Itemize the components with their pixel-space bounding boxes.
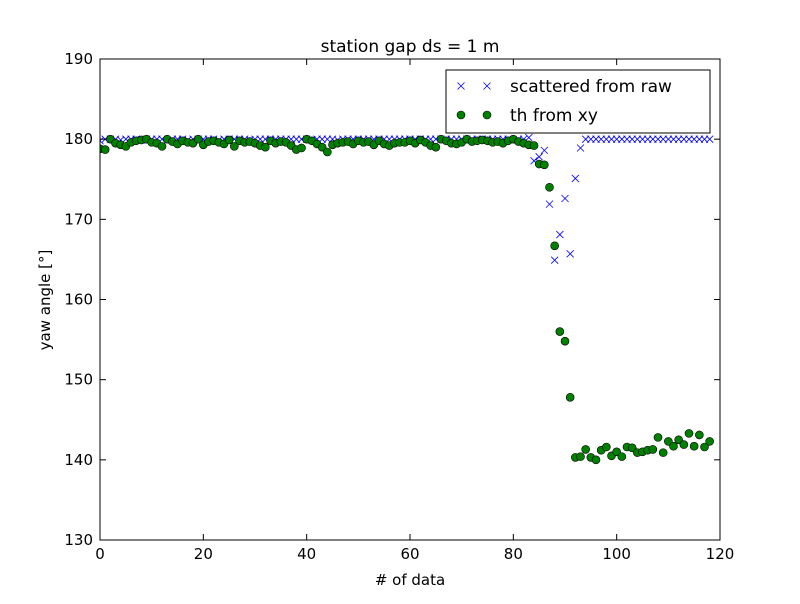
legend-marker-th-from-xy [456,110,492,120]
legend-circle-marker [482,110,492,120]
y-tick-label: 190 [64,50,93,68]
y-tick-label: 150 [64,371,93,389]
data-point-circle-marker [617,452,627,461]
x-axis-label: # of data [375,571,445,589]
data-point-circle-marker [100,145,110,154]
data-point-circle-marker [591,455,601,465]
data-point-circle-marker [705,437,714,446]
data-point-circle-marker [700,442,709,452]
y-tick-label: 130 [64,531,93,549]
data-point-circle-marker [576,452,585,461]
x-tick-label: 60 [400,545,419,563]
data-point-circle-marker [695,430,704,440]
data-point-circle-marker [297,143,306,153]
series-1 [100,134,714,465]
legend-marker-scattered-from-raw [457,82,491,90]
data-point-circle-marker [669,441,678,451]
data-point-circle-marker [658,448,668,457]
data-point-circle-marker [560,336,570,346]
data-point-x-marker [550,256,559,265]
data-point-circle-marker [602,442,611,452]
y-tick-label: 160 [64,291,93,309]
axes: 0 20 40 60 80 100 120 130 140 150 160 170 180 190 [64,50,734,563]
data-point-circle-marker [540,160,549,170]
data-point-x-marker [525,133,533,142]
y-tick-label: 170 [64,210,93,228]
data-point-x-marker [535,153,543,161]
data-point-circle-marker [689,441,699,451]
data-point-circle-marker [431,142,441,152]
data-point-circle-marker [261,142,270,152]
data-point-circle-marker [224,135,234,145]
data-point-circle-marker [679,440,689,449]
data-point-x-marker [556,230,564,239]
data-point-circle-marker [157,142,167,151]
legend-x-marker [457,82,465,90]
legend: scattered from raw th from xy [445,69,711,134]
data-point-circle-marker [323,147,332,157]
x-tick-label: 120 [706,545,735,563]
legend-label-scattered-from-raw: scattered from raw [510,77,672,97]
x-tick-label: 20 [194,545,213,563]
y-axis-label: yaw angle [°] [36,250,54,351]
data-point-x-marker [100,136,104,145]
x-tick-label: 100 [602,545,631,563]
data-point-circle-marker [555,327,565,336]
data-point-circle-marker [684,429,694,438]
x-tick-label: 0 [95,545,105,563]
data-point-circle-marker [565,393,575,402]
legend-label-th-from-xy: th from xy [510,106,598,126]
data-point-circle-marker [550,241,559,251]
data-point-circle-marker [581,445,590,454]
y-tick-label: 180 [64,130,93,148]
plot-marks [100,133,714,465]
legend-circle-marker [456,110,466,120]
data-point-x-marker [571,174,580,183]
data-point-circle-marker [230,142,239,151]
data-point-x-marker [540,146,549,155]
data-point-x-marker [561,194,569,203]
data-point-x-marker [545,200,554,208]
data-point-circle-marker [653,433,663,442]
legend-box [445,69,711,134]
data-point-x-marker [576,144,585,152]
data-point-circle-marker [545,182,554,192]
x-tick-label: 80 [504,545,523,563]
data-point-circle-marker [193,134,203,144]
data-point-x-marker [705,135,714,143]
data-point-x-marker [566,250,574,258]
chart-title: station gap ds = 1 m [321,37,500,57]
data-point-circle-marker [648,445,658,454]
data-point-circle-marker [529,141,539,150]
y-tick-label: 140 [64,451,93,469]
legend-x-marker [483,82,491,90]
x-tick-label: 40 [297,545,316,563]
